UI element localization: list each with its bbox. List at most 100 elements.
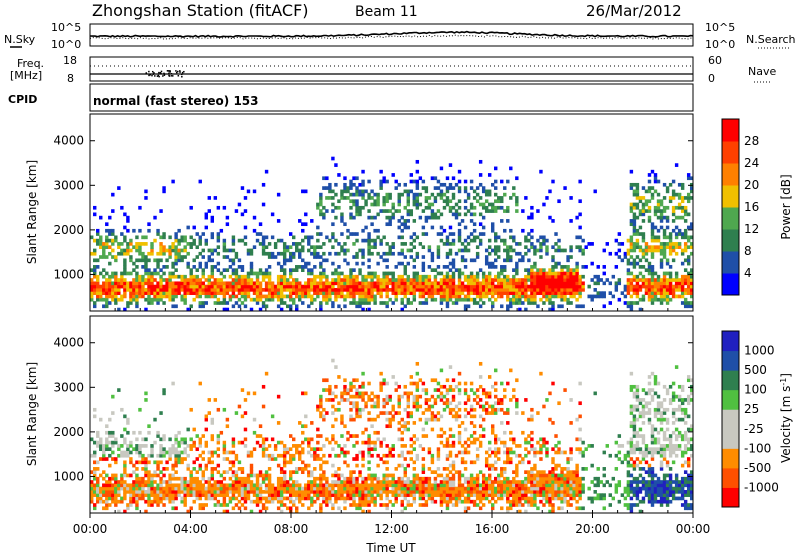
power-cell: [319, 301, 323, 305]
velocity-cell: [126, 450, 130, 455]
power-cell: [144, 265, 148, 269]
power-cell: [659, 291, 664, 295]
velocity-cell: [340, 490, 344, 494]
power-cell: [382, 271, 386, 276]
velocity-cell: [334, 384, 338, 389]
power-cell: [295, 284, 299, 289]
power-cell: [147, 271, 151, 276]
power-cell: [141, 294, 145, 299]
power-cell: [554, 265, 558, 269]
power-cell: [174, 288, 178, 292]
power-cell: [156, 301, 160, 305]
power-cell: [403, 225, 407, 230]
power-cell: [490, 225, 495, 230]
velocity-cell: [246, 453, 251, 458]
velocity-cell: [304, 467, 308, 471]
velocity-cell: [430, 417, 435, 422]
power-cell: [478, 268, 483, 272]
power-cell: [656, 199, 661, 204]
power-cell: [120, 294, 124, 299]
power-cell: [680, 284, 685, 289]
velocity-cell: [397, 394, 401, 399]
power-cell: [500, 304, 504, 309]
velocity-cell: [454, 503, 459, 507]
power-cell: [325, 274, 329, 279]
velocity-cell: [343, 476, 347, 481]
velocity-cell: [135, 483, 139, 488]
power-cell: [99, 284, 103, 289]
power-cell: [442, 297, 447, 302]
power-cell: [635, 245, 640, 250]
velocity-cell: [192, 483, 196, 488]
power-cell: [445, 242, 450, 246]
power-cell: [542, 281, 546, 286]
velocity-cell: [418, 417, 423, 422]
velocity-cell: [421, 483, 426, 488]
power-cell: [415, 288, 420, 292]
power-cell: [105, 242, 109, 246]
power-cell: [337, 304, 341, 309]
power-cell: [644, 202, 649, 207]
velocity-cell: [436, 467, 441, 471]
velocity-cell: [252, 391, 257, 396]
velocity-cell: [304, 437, 308, 442]
velocity-cell: [276, 483, 281, 488]
power-cell: [111, 242, 115, 246]
velocity-cell: [364, 391, 368, 396]
velocity-cell: [135, 493, 139, 497]
frequency-point: [160, 72, 162, 75]
power-cell: [126, 284, 130, 289]
velocity-cell: [267, 453, 272, 458]
power-cell: [120, 251, 124, 256]
velocity-cell: [123, 453, 127, 458]
velocity-cell: [451, 463, 456, 468]
power-cell: [409, 189, 414, 194]
power-cell: [295, 291, 299, 295]
velocity-cell: [285, 486, 290, 491]
velocity-cell: [282, 503, 287, 507]
velocity-cell: [141, 437, 145, 442]
velocity-cell: [240, 467, 245, 471]
power-cell: [665, 281, 670, 286]
velocity-cell: [373, 503, 377, 507]
velocity-cell: [90, 486, 94, 491]
velocity-cell: [105, 430, 109, 435]
power-cell: [626, 288, 631, 292]
power-cell: [391, 205, 395, 210]
velocity-cell: [439, 434, 444, 438]
power-cell: [346, 189, 350, 194]
power-cell: [304, 235, 308, 240]
power-cell: [379, 291, 383, 295]
velocity-cell: [376, 490, 380, 494]
power-cell: [403, 255, 407, 259]
power-cell: [481, 225, 486, 230]
velocity-cell: [117, 493, 121, 497]
velocity-cell: [279, 493, 284, 497]
power-cell: [361, 251, 365, 256]
power-cell: [683, 205, 688, 210]
power-cell: [364, 225, 368, 230]
velocity-cell: [195, 480, 199, 484]
power-cell: [364, 288, 368, 292]
power-cell: [674, 192, 679, 197]
velocity-cell: [343, 506, 347, 511]
velocity-cell: [171, 476, 175, 481]
velocity-cell: [270, 496, 275, 501]
power-cell: [677, 288, 682, 292]
velocity-cell: [376, 398, 380, 402]
velocity-cell: [135, 480, 139, 484]
velocity-cell: [406, 450, 410, 455]
power-cell: [635, 281, 640, 286]
velocity-cell: [292, 444, 296, 448]
power-cell: [436, 245, 441, 250]
power-cell: [355, 176, 359, 181]
velocity-cell: [310, 473, 314, 478]
power-cell: [680, 288, 685, 292]
power-cell: [138, 294, 142, 299]
velocity-cell: [313, 499, 317, 504]
velocity-cell: [361, 391, 365, 396]
power-cell: [192, 281, 196, 286]
power-cell: [222, 281, 227, 286]
power-cell: [352, 301, 356, 305]
power-cell: [674, 225, 679, 230]
